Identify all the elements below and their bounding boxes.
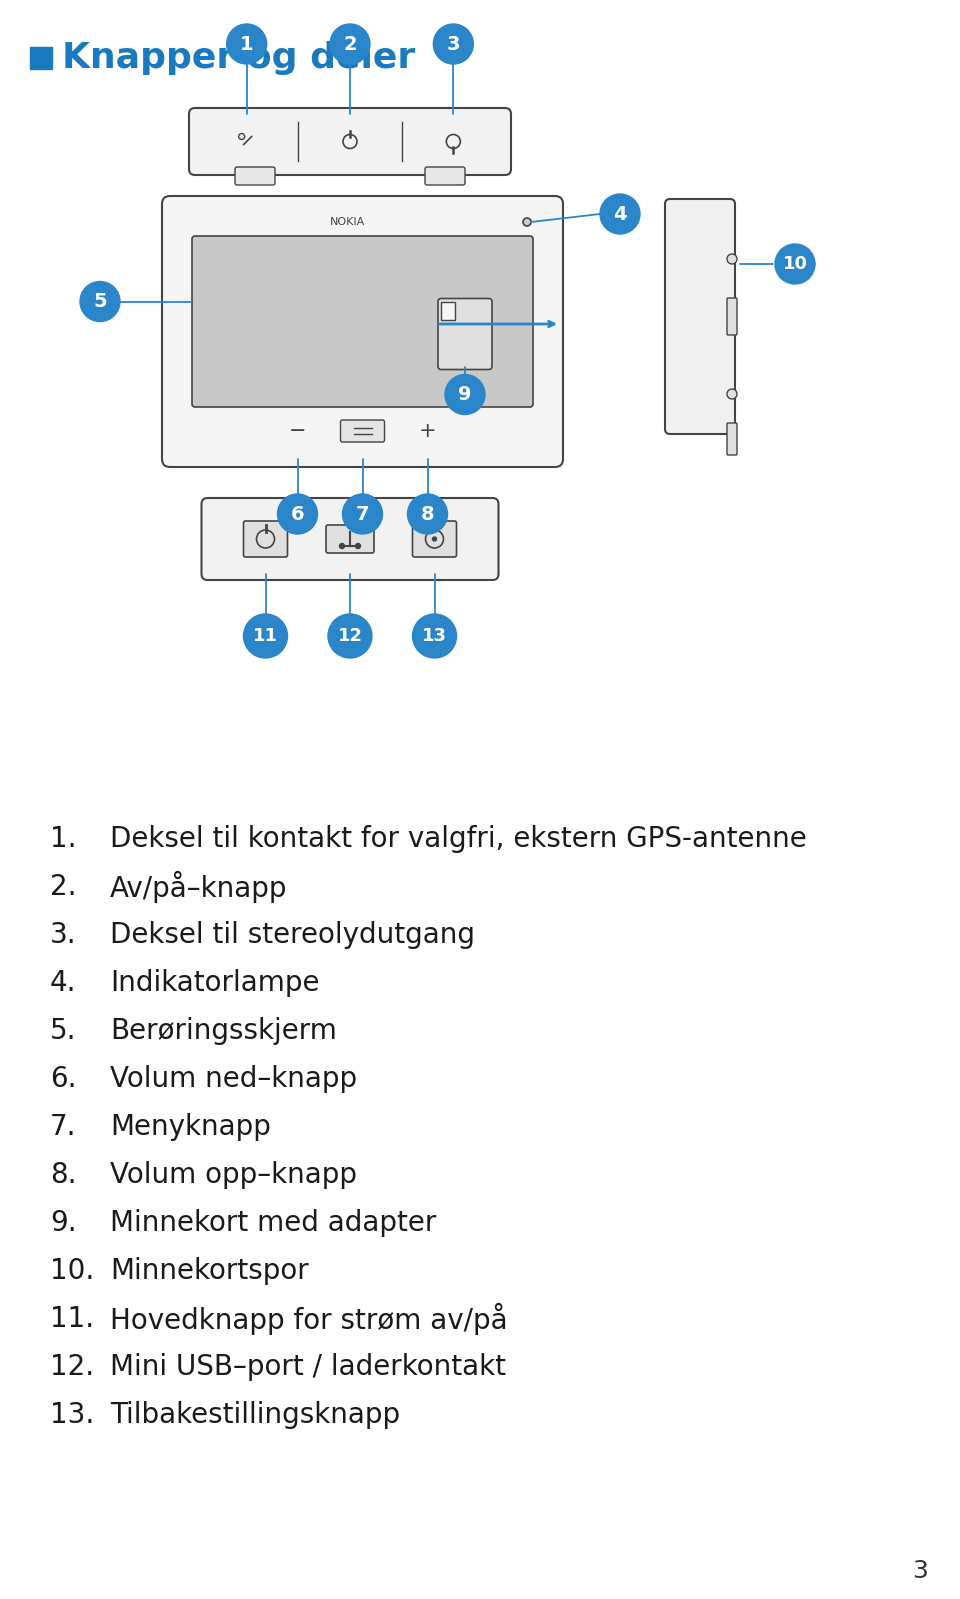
Text: 2.: 2. — [50, 873, 77, 900]
Text: +: + — [419, 421, 436, 441]
Circle shape — [328, 614, 372, 659]
Text: Indikatorlampe: Indikatorlampe — [110, 969, 320, 998]
Circle shape — [343, 494, 382, 534]
Circle shape — [600, 193, 640, 233]
FancyBboxPatch shape — [665, 198, 735, 433]
Text: 1.: 1. — [50, 825, 77, 852]
Text: Tilbakestillingsknapp: Tilbakestillingsknapp — [110, 1401, 400, 1430]
Circle shape — [244, 614, 287, 659]
FancyBboxPatch shape — [425, 166, 465, 185]
Text: 11.: 11. — [50, 1305, 94, 1334]
Circle shape — [727, 254, 737, 264]
Circle shape — [330, 24, 370, 64]
Bar — [30, 46, 52, 69]
Text: 12.: 12. — [50, 1353, 94, 1382]
Circle shape — [340, 544, 345, 548]
Text: Knapper og deler: Knapper og deler — [62, 42, 416, 75]
Text: 13.: 13. — [50, 1401, 94, 1430]
FancyBboxPatch shape — [727, 297, 737, 336]
Text: 13: 13 — [422, 627, 447, 644]
Text: 7: 7 — [356, 505, 370, 523]
Text: Av/på–knapp: Av/på–knapp — [110, 871, 287, 903]
Text: NOKIA: NOKIA — [330, 217, 365, 227]
Text: Mini USB–port / laderkontakt: Mini USB–port / laderkontakt — [110, 1353, 506, 1382]
Circle shape — [413, 614, 457, 659]
Text: Volum ned–knapp: Volum ned–knapp — [110, 1065, 357, 1094]
FancyBboxPatch shape — [189, 109, 511, 174]
Text: 12: 12 — [338, 627, 363, 644]
FancyBboxPatch shape — [413, 521, 457, 556]
Text: 7.: 7. — [50, 1113, 77, 1142]
Text: 11: 11 — [253, 627, 278, 644]
FancyBboxPatch shape — [326, 524, 374, 553]
Circle shape — [445, 374, 485, 414]
FancyBboxPatch shape — [438, 299, 492, 369]
Circle shape — [407, 494, 447, 534]
Text: 4.: 4. — [50, 969, 77, 998]
Text: 5.: 5. — [50, 1017, 77, 1046]
Text: Minnekort med adapter: Minnekort med adapter — [110, 1209, 437, 1238]
Text: Deksel til stereolydutgang: Deksel til stereolydutgang — [110, 921, 475, 948]
Text: 5: 5 — [93, 293, 107, 310]
Text: 3: 3 — [912, 1559, 928, 1583]
Circle shape — [343, 134, 357, 149]
FancyBboxPatch shape — [235, 166, 275, 185]
Text: 6.: 6. — [50, 1065, 77, 1094]
FancyBboxPatch shape — [162, 197, 563, 467]
Text: 10: 10 — [782, 254, 807, 273]
Polygon shape — [441, 302, 455, 320]
Circle shape — [277, 494, 318, 534]
Circle shape — [355, 544, 361, 548]
FancyBboxPatch shape — [192, 237, 533, 408]
Text: 1: 1 — [240, 35, 253, 53]
FancyBboxPatch shape — [244, 521, 287, 556]
Circle shape — [433, 24, 473, 64]
Text: 6: 6 — [291, 505, 304, 523]
Text: Deksel til kontakt for valgfri, ekstern GPS-antenne: Deksel til kontakt for valgfri, ekstern … — [110, 825, 806, 852]
Text: 2: 2 — [343, 35, 357, 53]
FancyBboxPatch shape — [341, 421, 385, 441]
Circle shape — [80, 281, 120, 321]
Text: Hovedknapp for strøm av/på: Hovedknapp for strøm av/på — [110, 1303, 508, 1335]
Circle shape — [433, 537, 437, 540]
Text: 3: 3 — [446, 35, 460, 53]
Text: Volum opp–knapp: Volum opp–knapp — [110, 1161, 357, 1190]
Circle shape — [256, 529, 275, 548]
Circle shape — [227, 24, 267, 64]
Text: Berøringsskjerm: Berøringsskjerm — [110, 1017, 337, 1046]
Text: 9.: 9. — [50, 1209, 77, 1238]
Text: 4: 4 — [613, 205, 627, 224]
FancyBboxPatch shape — [202, 497, 498, 580]
Text: 3.: 3. — [50, 921, 77, 948]
Text: 10.: 10. — [50, 1257, 94, 1286]
Text: 8.: 8. — [50, 1161, 77, 1190]
Text: Minnekortspor: Minnekortspor — [110, 1257, 309, 1286]
Text: 8: 8 — [420, 505, 434, 523]
Text: −: − — [289, 421, 306, 441]
Circle shape — [727, 389, 737, 400]
Circle shape — [775, 245, 815, 285]
Circle shape — [239, 133, 245, 139]
Text: 9: 9 — [458, 385, 471, 405]
Circle shape — [425, 529, 444, 548]
Circle shape — [446, 134, 461, 149]
Text: Menyknapp: Menyknapp — [110, 1113, 271, 1142]
FancyBboxPatch shape — [727, 424, 737, 456]
Circle shape — [523, 217, 531, 225]
